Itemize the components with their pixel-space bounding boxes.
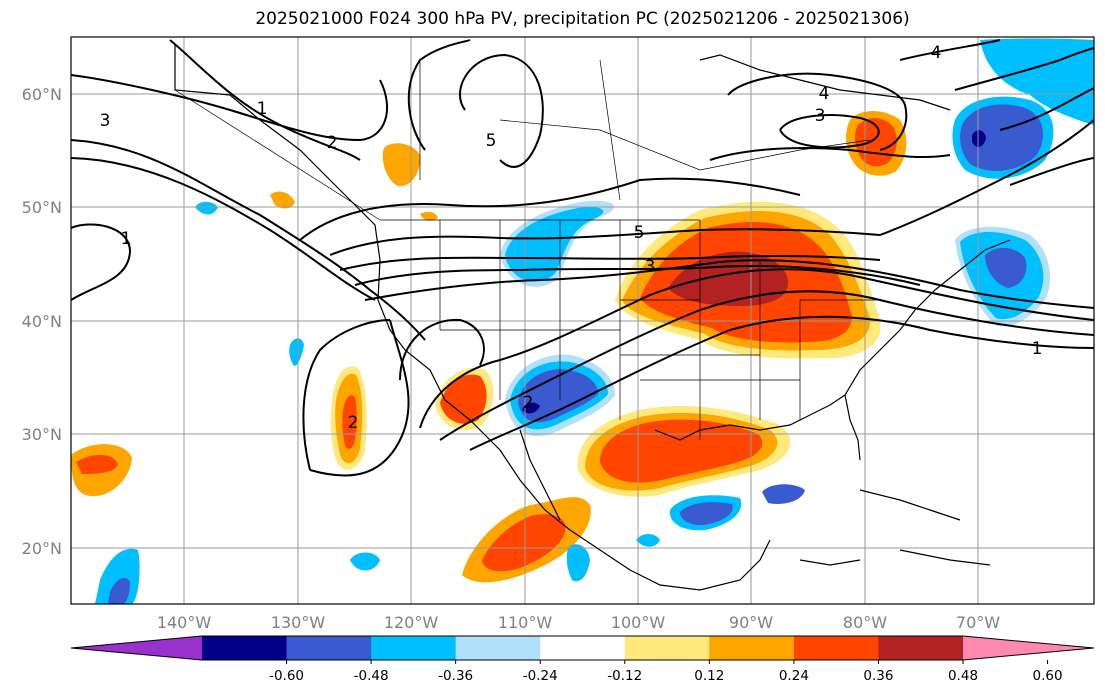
pv-contours — [71, 39, 1094, 477]
contour-label: 5 — [634, 223, 645, 243]
contour-label: 4 — [819, 84, 830, 104]
contour-label: 5 — [486, 131, 497, 151]
colorbar-segment — [624, 636, 710, 660]
colorbar-tick-label: -0.24 — [523, 668, 558, 684]
lon-label: 70°W — [956, 613, 1000, 632]
lat-label: 30°N — [22, 425, 62, 444]
colorbar-tick-label: -0.48 — [354, 668, 389, 684]
lat-label: 50°N — [22, 198, 62, 217]
contour-label: 2 — [523, 393, 534, 413]
lon-label: 120°W — [384, 613, 439, 632]
map-title: 2025021000 F024 300 hPa PV, precipitatio… — [255, 9, 910, 29]
contour-label: 1 — [121, 229, 132, 249]
colorbar-tick-label: -0.60 — [269, 668, 304, 684]
colorbar-segment — [286, 636, 372, 660]
colorbar-segment — [709, 636, 795, 660]
contour-label: 1 — [1032, 339, 1043, 359]
colorbar-segment — [455, 636, 541, 660]
colorbar-extend-low — [71, 636, 202, 660]
contour-labels: 1 1 2 3 4 5 5 3 3 4 1 2 2 — [100, 43, 1043, 433]
colorbar-tick-label: 0.24 — [779, 668, 809, 684]
graticule — [71, 37, 1094, 604]
colorbar-segment — [540, 636, 626, 660]
colorbar-tick-label: -0.12 — [607, 668, 642, 684]
colorbar: -0.60 -0.48 -0.36 -0.24 -0.12 0.12 0.24 0.36 0.4… — [70, 635, 1095, 684]
lat-label: 40°N — [22, 312, 62, 331]
contour-label: 3 — [815, 106, 826, 126]
contour-label: 2 — [327, 133, 338, 153]
lon-label: 140°W — [157, 613, 212, 632]
colorbar-tick-label: 0.48 — [948, 668, 978, 684]
contour-label: 1 — [257, 99, 268, 119]
colorbar-tick-label: 0.60 — [1033, 668, 1063, 684]
lon-label: 110°W — [498, 613, 553, 632]
longitude-labels: 140°W 130°W 120°W 110°W 100°W 90°W 80°W … — [157, 613, 1000, 632]
colorbar-segment — [793, 636, 879, 660]
contour-label: 3 — [100, 111, 111, 131]
lat-label: 20°N — [22, 539, 62, 558]
lon-label: 80°W — [843, 613, 887, 632]
contour-label: 2 — [348, 413, 359, 433]
lon-label: 90°W — [729, 613, 773, 632]
colorbar-segment — [371, 636, 457, 660]
colorbar-tick-label: 0.12 — [694, 668, 724, 684]
lon-label: 130°W — [271, 613, 326, 632]
lat-label: 60°N — [22, 85, 62, 104]
colorbar-tick-label: -0.36 — [438, 668, 473, 684]
colorbar-tick-label: 0.36 — [863, 668, 893, 684]
colorbar-segment — [878, 636, 964, 660]
latitude-labels: 60°N 50°N 40°N 30°N 20°N — [22, 85, 62, 558]
coastlines — [174, 45, 1011, 591]
lon-label: 100°W — [611, 613, 666, 632]
contour-label: 4 — [931, 43, 942, 63]
contour-label: 3 — [645, 257, 656, 277]
colorbar-segment — [202, 636, 288, 660]
colorbar-extend-high — [963, 636, 1094, 660]
